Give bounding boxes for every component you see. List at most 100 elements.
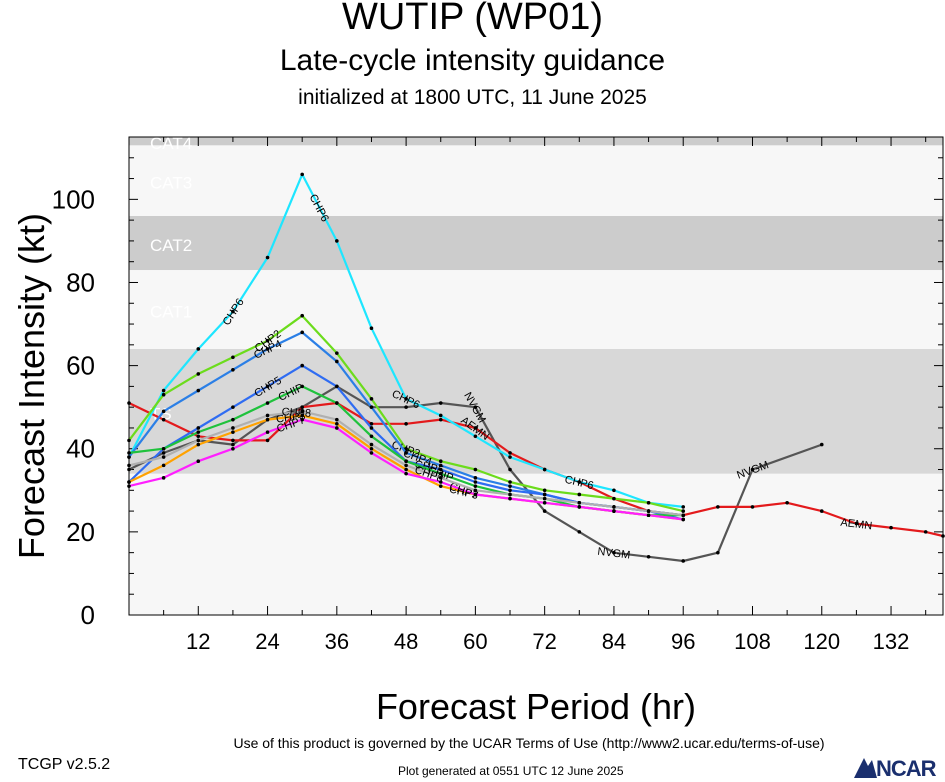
- series-point-nvgm: [161, 451, 166, 455]
- y-tick-label: 20: [66, 517, 95, 547]
- x-tick-label: 48: [394, 629, 418, 654]
- series-point-chp5: [508, 488, 512, 493]
- series-point-chp8: [612, 505, 616, 509]
- series-point-nvgm: [646, 555, 651, 559]
- series-point-chp4: [300, 330, 304, 335]
- y-axis-label: Forecast Intensity (kt): [11, 212, 52, 560]
- series-point-nvgm: [438, 401, 443, 405]
- band-label-cat2: CAT2: [150, 236, 192, 255]
- series-point-chp7: [335, 426, 339, 430]
- series-point-aemn: [127, 401, 131, 405]
- series-point-chp6: [369, 326, 374, 331]
- band-ts: [129, 348, 943, 474]
- series-point-aemn: [265, 438, 270, 443]
- series-point-chp8: [577, 500, 582, 505]
- series-point-chip: [335, 401, 339, 405]
- series-point-chp7: [127, 484, 131, 488]
- series-point-aemn: [404, 422, 408, 426]
- series-point-nvgm: [127, 467, 131, 472]
- y-tick-label: 40: [66, 434, 95, 464]
- series-point-chp7: [612, 509, 616, 513]
- series-point-chp7: [265, 430, 270, 434]
- series-point-chp8: [127, 463, 131, 468]
- band-cat1: [129, 270, 943, 349]
- series-point-chp7: [161, 476, 166, 480]
- series-point-chp2: [473, 467, 478, 472]
- series-point-chp7: [438, 480, 443, 484]
- series-point-chip: [369, 434, 374, 439]
- series-point-chp7: [404, 471, 408, 476]
- ncar-logo-icon: [854, 758, 877, 778]
- series-point-chip: [300, 384, 304, 389]
- series-point-chp7: [473, 492, 478, 497]
- series-point-chip: [473, 484, 478, 488]
- series-point-chp2: [508, 480, 512, 484]
- series-point-nvgm: [542, 509, 547, 513]
- band-cat2: [129, 215, 943, 271]
- series-point-chp4: [438, 463, 443, 468]
- series-point-nvgm: [404, 405, 408, 409]
- series-point-chp4: [127, 455, 131, 459]
- series-point-chp8: [681, 513, 686, 518]
- series-point-aemn: [923, 530, 928, 534]
- series-point-chp6: [681, 505, 686, 509]
- series-point-chp2: [438, 459, 443, 464]
- series-point-chp4: [231, 367, 235, 372]
- series-point-nvgm: [577, 530, 582, 534]
- generated-time: Plot generated at 0551 UTC 12 June 2025: [398, 764, 624, 778]
- series-point-nvgm: [716, 550, 720, 555]
- series-point-chp8: [196, 438, 201, 443]
- band-cat4: [129, 137, 943, 146]
- series-point-chp4: [369, 405, 374, 409]
- series-point-chp2: [127, 438, 131, 443]
- series-point-aemn: [300, 405, 304, 409]
- band-label-cat4: CAT4: [150, 134, 192, 153]
- series-point-chp6: [577, 480, 582, 484]
- series-point-chp4: [508, 484, 512, 488]
- series-point-chp3: [438, 484, 443, 488]
- series-point-chp6: [300, 172, 304, 177]
- series-point-chp4: [161, 409, 166, 414]
- series-point-chp4: [265, 347, 270, 351]
- series-point-chp5: [265, 384, 270, 389]
- series-point-chp2: [577, 492, 582, 497]
- series-point-chp4: [473, 476, 478, 480]
- series-point-aemn: [196, 434, 201, 439]
- series-point-chp2: [646, 500, 651, 505]
- series-point-chp2: [161, 392, 166, 397]
- series-point-aemn: [750, 505, 755, 509]
- series-point-chp5: [369, 426, 374, 430]
- series-point-chp5: [231, 405, 235, 409]
- terms-of-use: Use of this product is governed by the U…: [233, 735, 825, 751]
- series-point-nvgm: [473, 405, 478, 409]
- x-tick-label: 24: [255, 629, 279, 654]
- band-label-cat1: CAT1: [150, 302, 192, 321]
- series-point-chp2: [369, 397, 374, 401]
- y-tick-label: 0: [81, 600, 95, 630]
- series-point-chp7: [646, 513, 651, 518]
- band-label-cat3: CAT3: [150, 174, 192, 193]
- series-point-chp5: [542, 492, 547, 497]
- series-point-aemn: [785, 500, 789, 505]
- x-tick-label: 12: [186, 629, 210, 654]
- chart-subtitle: Late-cycle intensity guidance: [279, 44, 666, 77]
- series-point-aemn: [161, 417, 166, 422]
- series-point-chip: [265, 401, 270, 405]
- series-point-chp6: [542, 467, 547, 472]
- series-point-chp3: [196, 442, 201, 447]
- series-point-chp6: [161, 388, 166, 393]
- series-point-chp2: [612, 496, 616, 501]
- series-point-chp3: [161, 463, 166, 468]
- x-tick-label: 72: [532, 629, 556, 654]
- series-point-chp8: [300, 409, 304, 414]
- series-point-chp5: [196, 426, 201, 430]
- y-tick-label: 100: [52, 184, 95, 214]
- series-point-chp8: [646, 509, 651, 513]
- series-point-chp2: [335, 351, 339, 355]
- plot-background: [129, 473, 943, 615]
- series-point-chp2: [681, 509, 686, 513]
- series-label-aemn: AEMN: [840, 517, 873, 533]
- series-point-chp8: [508, 492, 512, 497]
- series-point-chp8: [161, 455, 166, 459]
